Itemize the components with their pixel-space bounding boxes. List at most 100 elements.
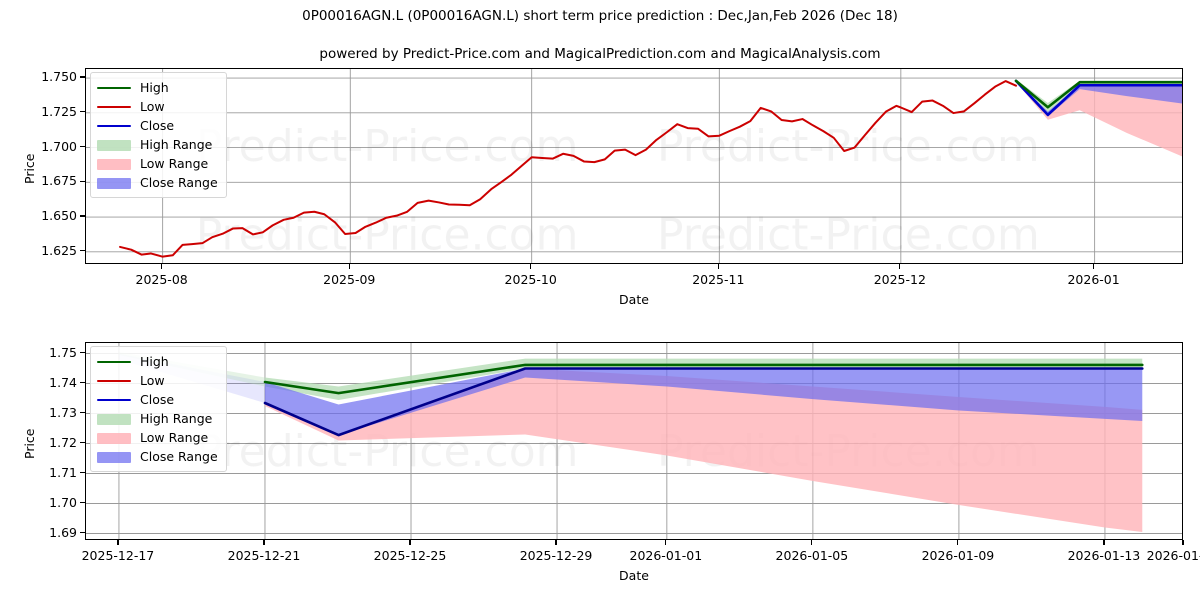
series-line-close-forecast [1014,79,1182,117]
y-tick-mark [80,501,85,504]
y-tick-label: 1.69 [49,524,77,540]
legend-item-close[interactable]: Close [97,116,218,135]
overview-x-axis-label: Date [619,292,649,307]
legend-item-label: Low [140,98,165,114]
x-tick-mark [348,264,350,269]
band-low-range [1016,80,1182,157]
y-tick-mark [80,411,85,414]
series-line-low-history [119,80,1018,258]
x-tick-mark [555,540,557,545]
x-tick-mark [117,540,119,545]
y-tick-mark [80,351,85,354]
watermark-text: Predict-Price.com [196,121,579,172]
y-tick-label: 1.75 [49,344,77,360]
forecast-legend: High Low Close High Range Low Range Close Ran… [90,346,227,472]
y-tick-mark [80,180,85,182]
page-subtitle: powered by Predict-Price.com and Magical… [319,46,881,62]
x-tick-label: 2025-12-25 [373,548,447,563]
legend-item-label: High Range [140,410,213,426]
legend-line-swatch [97,374,131,388]
legend-band-swatch [97,157,131,171]
x-tick-mark [161,264,163,269]
y-tick-mark [80,76,85,78]
legend-item-high[interactable]: High [97,352,218,371]
legend-band-swatch [97,431,131,445]
y-tick-mark [80,215,85,217]
legend-item-high-range[interactable]: High Range [97,409,218,428]
x-tick-label: 2026-01-09 [921,548,995,563]
band-low-range [264,368,1143,532]
legend-item-low[interactable]: Low [97,97,218,116]
x-tick-mark [530,264,532,269]
overview-plot-svg: Predict-Price.com Predict-Price.com Predic… [86,69,1182,263]
legend-line-swatch [97,81,131,95]
y-tick-label: 1.71 [49,464,77,480]
legend-band-swatch [97,176,131,190]
y-tick-mark [80,381,85,384]
overview-plot-area: Predict-Price.com Predict-Price.com Predic… [85,68,1183,264]
x-tick-mark [717,264,719,269]
y-tick-label: 1.72 [49,434,77,450]
series-line-high-forecast [1014,79,1182,109]
legend-item-label: High [140,79,169,95]
x-tick-label: 2026-01-13 [1067,548,1141,563]
legend-item-low-range[interactable]: Low Range [97,428,218,447]
x-tick-mark [665,540,667,545]
watermark-text: Predict-Price.com [657,209,1040,260]
band-close-range [264,368,1143,436]
legend-item-low-range[interactable]: Low Range [97,154,218,173]
series-line-close-forecast [263,367,1144,437]
y-tick-label: 1.725 [41,103,77,119]
overview-legend: High Low Close High Range Low Range Close Ran… [90,72,227,198]
y-tick-mark [80,441,85,444]
x-tick-mark [263,540,265,545]
y-tick-label: 1.700 [41,138,77,154]
y-tick-label: 1.73 [49,404,77,420]
x-tick-label: 2025-11 [692,272,745,287]
legend-line-swatch [97,100,131,114]
legend-band-swatch [97,412,131,426]
legend-item-label: High Range [140,136,213,152]
legend-item-high[interactable]: High [97,78,218,97]
x-tick-mark [899,264,901,269]
legend-band-swatch [97,138,131,152]
legend-item-label: Low [140,372,165,388]
x-tick-label: 2026-01-17 [1146,548,1200,563]
legend-band-swatch [97,450,131,464]
y-tick-mark [80,471,85,474]
y-tick-mark [80,145,85,148]
legend-item-label: Low Range [140,429,209,445]
legend-line-swatch [97,393,131,407]
y-tick-label: 1.650 [41,208,77,224]
y-tick-label: 1.74 [49,374,77,390]
legend-item-label: Low Range [140,155,209,171]
legend-item-high-range[interactable]: High Range [97,135,218,154]
legend-item-label: Close [140,117,175,133]
legend-line-swatch [97,355,131,369]
y-tick-label: 1.70 [49,494,77,510]
x-tick-mark [1182,540,1184,545]
x-tick-mark [1093,264,1095,269]
legend-item-low[interactable]: Low [97,371,218,390]
forecast-x-axis-label: Date [619,568,649,583]
x-tick-label: 2025-08 [135,272,188,287]
x-tick-label: 2025-12-21 [227,548,301,563]
series-line-high-forecast [263,363,1144,395]
page-title: 0P00016AGN.L (0P00016AGN.L) short term p… [302,8,898,24]
legend-line-swatch [97,119,131,133]
y-tick-mark [80,531,85,534]
x-tick-label: 2026-01-01 [629,548,703,563]
legend-item-label: Close [140,391,175,407]
x-tick-label: 2025-12 [873,272,926,287]
legend-item-close[interactable]: Close [97,390,218,409]
y-tick-label: 1.625 [41,242,77,258]
x-tick-mark [1103,540,1105,545]
legend-item-close-range[interactable]: Close Range [97,447,218,466]
legend-item-close-range[interactable]: Close Range [97,173,218,192]
legend-item-label: Close Range [140,448,218,464]
x-tick-label: 2026-01-05 [775,548,849,563]
x-tick-mark [409,540,411,545]
